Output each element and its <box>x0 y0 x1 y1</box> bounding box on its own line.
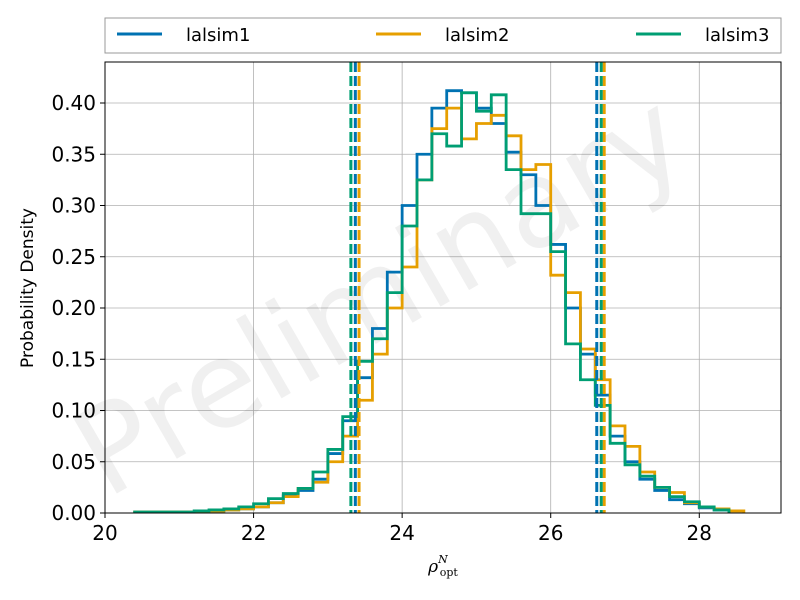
legend-label-3: lalsim3 <box>705 25 769 46</box>
legend-entry-2: lalsim2 <box>376 25 509 46</box>
y-axis-ticks: 0.00 0.05 0.10 0.15 0.20 0.25 0.30 0.35 0.40 <box>51 91 105 525</box>
histogram-bin-lalsim3-21 <box>447 146 462 513</box>
y-tick-label-6: 0.30 <box>51 194 96 218</box>
x-axis-label-sub: opt <box>440 566 459 579</box>
x-axis-label-sup: N <box>437 553 448 566</box>
y-tick-label-5: 0.25 <box>51 245 96 269</box>
histogram-bin-lalsim3-13 <box>328 449 343 513</box>
x-axis-label: ρN opt <box>427 553 458 579</box>
histogram-bin-lalsim3-22 <box>462 93 477 513</box>
histogram-bin-lalsim3-34 <box>640 476 655 513</box>
x-tick-label-3: 26 <box>538 521 563 545</box>
histogram-bin-lalsim3-20 <box>432 134 447 513</box>
histogram-bin-lalsim3-32 <box>610 443 625 513</box>
y-tick-label-4: 0.20 <box>51 296 96 320</box>
histogram-bin-lalsim3-17 <box>387 293 402 513</box>
histogram-bin-lalsim3-37 <box>684 502 699 513</box>
legend-entry-1: lalsim1 <box>117 25 250 46</box>
legend-label-1: lalsim1 <box>186 25 250 46</box>
histogram-bin-lalsim3-23 <box>476 111 491 513</box>
credible-interval-lines <box>349 62 606 513</box>
histogram-bin-lalsim3-16 <box>372 339 387 513</box>
x-tick-label-0: 20 <box>92 521 117 545</box>
histogram-bin-lalsim3-7 <box>239 507 254 513</box>
y-tick-label-2: 0.10 <box>51 399 96 423</box>
histogram-bin-lalsim3-35 <box>655 487 670 513</box>
legend-label-2: lalsim2 <box>445 25 509 46</box>
histogram-bin-lalsim3-36 <box>670 497 685 513</box>
histogram-bin-lalsim3-26 <box>521 214 536 513</box>
histogram-bin-lalsim3-18 <box>402 226 417 513</box>
legend-entry-3: lalsim3 <box>636 25 769 46</box>
histogram-bin-lalsim3-11 <box>298 488 313 513</box>
histogram-bin-lalsim3-28 <box>551 252 566 513</box>
histogram-bin-lalsim3-6 <box>224 509 239 513</box>
histogram-outline-lalsim2 <box>133 106 746 514</box>
y-axis-label: Probability Density <box>18 208 38 368</box>
histogram-bin-lalsim3-8 <box>254 504 269 513</box>
histogram-bin-lalsim3-25 <box>506 170 521 513</box>
histogram-bin-lalsim3-29 <box>566 344 581 513</box>
histogram-outline-lalsim3 <box>133 91 731 514</box>
histogram-bin-lalsim3-10 <box>283 494 298 513</box>
histogram-bin-lalsim3-38 <box>699 507 714 513</box>
histogram-bin-lalsim3-9 <box>268 499 283 513</box>
series-lalsim2 <box>133 106 746 514</box>
y-tick-label-1: 0.05 <box>51 450 96 474</box>
y-tick-label-8: 0.40 <box>51 91 96 115</box>
histogram-bin-lalsim3-30 <box>580 380 595 513</box>
histogram-bin-lalsim3-19 <box>417 180 432 513</box>
legend: lalsim1 lalsim2 lalsim3 <box>104 17 782 54</box>
series-lalsim3 <box>133 91 731 514</box>
x-tick-label-2: 24 <box>389 521 414 545</box>
histogram-series <box>133 89 746 514</box>
plot-frame <box>104 61 782 514</box>
y-tick-label-7: 0.35 <box>51 142 96 166</box>
x-axis-ticks: 20 22 24 26 28 <box>92 513 712 545</box>
histogram-bin-lalsim3-12 <box>313 472 328 513</box>
x-axis-label-base: ρ <box>427 557 438 577</box>
x-tick-label-4: 28 <box>687 521 712 545</box>
y-tick-label-0: 0.00 <box>51 501 96 525</box>
grid <box>104 62 781 514</box>
histogram-bin-lalsim3-33 <box>625 465 640 513</box>
y-tick-label-3: 0.15 <box>51 347 96 371</box>
x-tick-label-1: 22 <box>241 521 266 545</box>
histogram-bin-lalsim3-27 <box>536 214 551 513</box>
histogram-bin-lalsim3-24 <box>491 95 506 513</box>
